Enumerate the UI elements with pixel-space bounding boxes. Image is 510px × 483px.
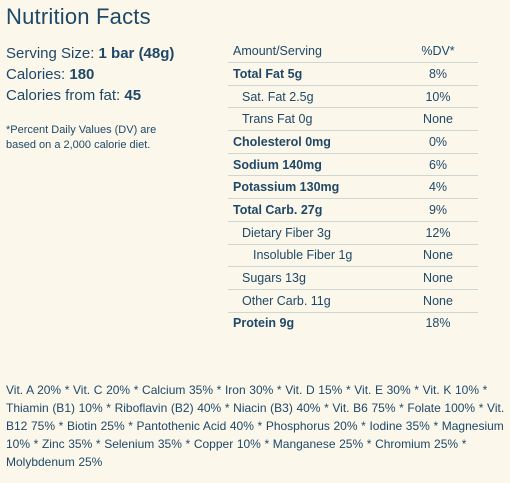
serving-size: Serving Size: 1 bar (48g): [6, 43, 216, 64]
nutrient-dv: 10%: [425, 89, 451, 104]
fat-calories-label: Calories from fat:: [6, 87, 121, 104]
nutrient-dv: 0%: [428, 134, 448, 149]
nutrient-dv: 8%: [428, 66, 448, 81]
nutrient-dv: None: [423, 271, 453, 286]
nutrient-label: Dietary Fiber 3g: [242, 225, 331, 240]
nutrient-label: Total Carb. 27g: [233, 202, 323, 217]
nutrient-dv: 18%: [425, 316, 451, 331]
table-row: Sat. Fat 2.5g 10%: [228, 84, 478, 108]
nutrient-dv: 6%: [428, 157, 448, 172]
fat-calories-value: 45: [124, 87, 142, 104]
nutrient-label: Other Carb. 11g: [242, 293, 331, 308]
nutrient-dv: 12%: [425, 225, 451, 240]
calories: Calories: 180: [6, 64, 216, 85]
calories-label: Calories:: [6, 66, 66, 83]
nutrient-table: Amount/Serving %DV* Total Fat 5g 8% Sat.…: [228, 40, 478, 334]
nutrient-label: Potassium 130mg: [233, 180, 340, 195]
table-row: Sodium 140mg 6%: [228, 152, 478, 176]
table-row: Insoluble Fiber 1g None: [228, 243, 478, 267]
table-row: Other Carb. 11g None: [228, 288, 478, 312]
nutrient-label: Sugars 13g: [242, 271, 306, 286]
fat-calories: Calories from fat: 45: [6, 85, 216, 106]
nutrient-dv: None: [423, 293, 453, 308]
nutrient-label: Cholesterol 0mg: [233, 134, 331, 149]
nutrient-label: Total Fat 5g: [233, 66, 303, 81]
nutrient-dv: None: [423, 112, 453, 127]
summary-panel: Serving Size: 1 bar (48g) Calories: 180 …: [6, 43, 216, 153]
nutrient-label: Sat. Fat 2.5g: [242, 89, 314, 104]
table-row: Total Fat 5g 8%: [228, 62, 478, 85]
vitamins-minerals-list: Vit. A 20% * Vit. C 20% * Calcium 35% * …: [6, 383, 505, 469]
nutrient-dv: 4%: [428, 180, 448, 195]
nutrient-dv: None: [423, 248, 453, 263]
header-dv: %DV*: [421, 44, 455, 58]
serving-size-value: 1 bar (48g): [98, 45, 175, 62]
table-row: Sugars 13g None: [228, 266, 478, 289]
header-amount: Amount/Serving: [233, 44, 322, 58]
calories-value: 180: [69, 66, 95, 83]
nutrient-label: Trans Fat 0g: [242, 112, 313, 127]
table-row: Potassium 130mg 4%: [228, 175, 478, 198]
table-row: Dietary Fiber 3g 12%: [228, 220, 478, 244]
table-row: Protein 9g 18%: [228, 311, 478, 335]
daily-value-note: *Percent Daily Values (DV) are based on …: [6, 124, 157, 151]
table-row: Cholesterol 0mg 0%: [228, 130, 478, 153]
table-row: Trans Fat 0g None: [228, 107, 478, 130]
serving-size-label: Serving Size:: [6, 45, 95, 62]
nutrient-label: Sodium 140mg: [233, 157, 322, 172]
nutrient-label: Insoluble Fiber 1g: [253, 248, 353, 263]
table-row: Total Carb. 27g 9%: [228, 198, 478, 221]
table-header: Amount/Serving %DV*: [228, 40, 478, 62]
nutrient-dv: 9%: [428, 202, 448, 217]
page-title: Nutrition Facts: [6, 4, 151, 29]
nutrient-label: Protein 9g: [233, 316, 295, 331]
